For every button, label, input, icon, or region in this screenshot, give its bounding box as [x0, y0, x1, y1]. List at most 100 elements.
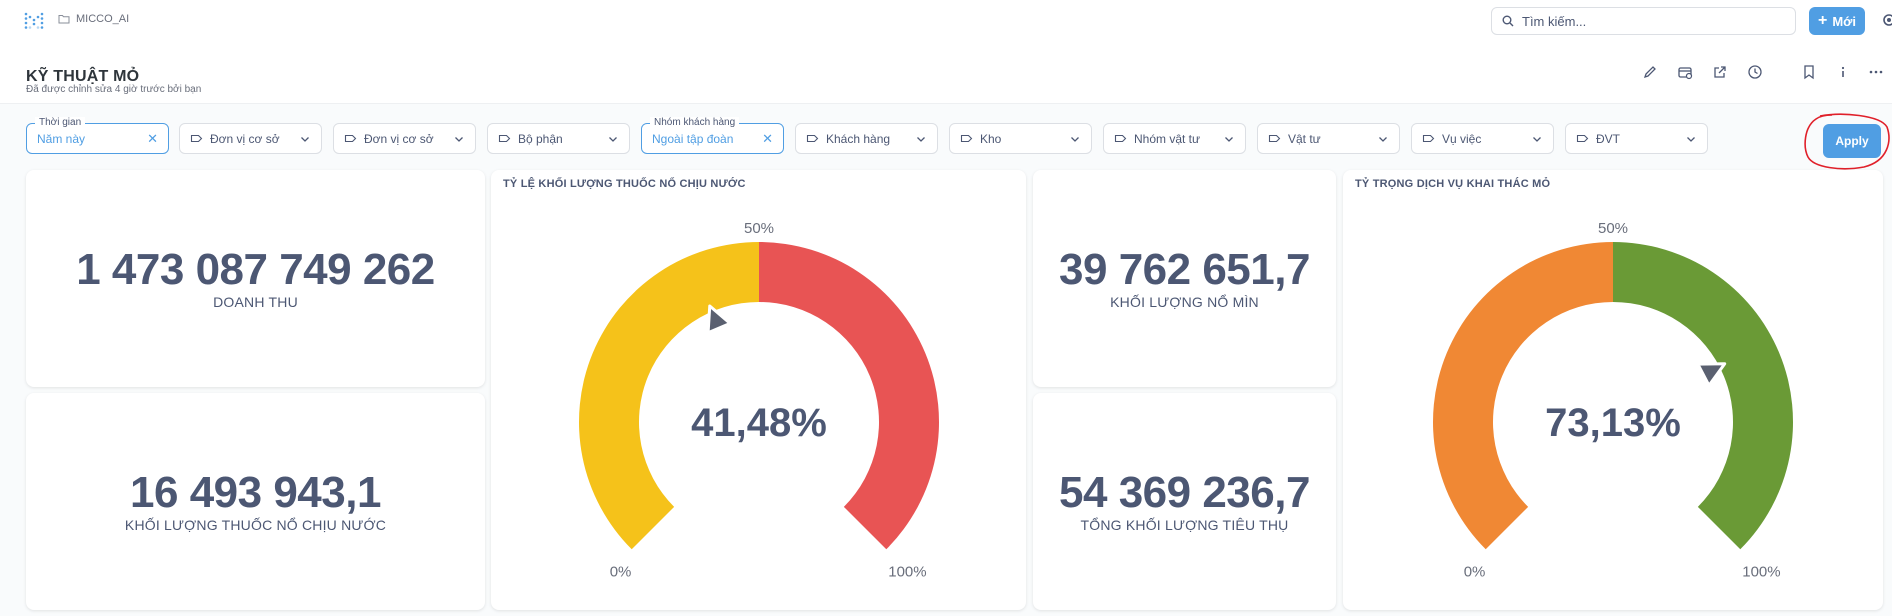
filter-label: Nhóm vật tư [1134, 131, 1201, 146]
filter-label: Kho [980, 131, 1002, 146]
tag-icon [1422, 134, 1435, 143]
gauge-min-label: 0% [1464, 563, 1486, 580]
chevron-down-icon [917, 136, 925, 142]
gauge-segment-low [1433, 242, 1613, 550]
filter-customer[interactable]: Khách hàng [795, 123, 938, 154]
filter-label: Vật tư [1288, 131, 1321, 146]
chevron-down-icon [1533, 136, 1541, 142]
share-icon[interactable] [1710, 62, 1730, 82]
annotation-circle [1804, 113, 1890, 170]
waterproof-ratio-gauge-card[interactable]: 41,48% 50% 0% 100% TỶ LỆ KHỐI LƯỢNG THUỐC N… [491, 170, 1026, 610]
dashboard-title[interactable]: KỸ THUẬT MỎ [26, 68, 140, 85]
gauge-mid-label: 50% [744, 220, 774, 237]
tag-icon [806, 134, 819, 143]
dashboard-header: KỸ THUẬT MỎ Đã được chỉnh sửa 4 giờ trướ… [0, 42, 1892, 104]
clear-filter-icon[interactable]: ✕ [762, 130, 773, 146]
filter-base-unit-1[interactable]: Đơn vị cơ sở [179, 123, 322, 154]
gauge-value: 41,48% [691, 401, 827, 445]
edit-pencil-icon[interactable] [1640, 62, 1660, 82]
total-consumption-value: 54 369 236,7 [1059, 467, 1310, 517]
filter-time-label: Thời gian [35, 117, 86, 128]
filter-warehouse[interactable]: Kho [949, 123, 1092, 154]
blasting-volume-value: 39 762 651,7 [1059, 244, 1310, 294]
total-consumption-label: TỔNG KHỐI LƯỢNG TIÊU THỤ [1080, 516, 1289, 533]
blasting-volume-label: KHỐI LƯỢNG NỔ MÌN [1110, 293, 1259, 310]
gauge-segment-high [759, 242, 940, 550]
filter-customer-group[interactable]: Nhóm khách hàng Ngoài tập đoàn ✕ [641, 117, 784, 154]
filter-material[interactable]: Vật tư [1257, 123, 1400, 154]
filter-customer-group-label: Nhóm khách hàng [650, 117, 740, 128]
waterproof-explosive-card[interactable]: 16 493 943,1 KHỐI LƯỢNG THUỐC NỔ CHỊU NƯ… [26, 393, 485, 610]
filter-label: Bộ phận [518, 131, 563, 146]
mining-service-ratio-gauge-card[interactable]: 73,13% 50% 0% 100% TỶ TRỌNG DỊCH VỤ KHAI TH… [1343, 170, 1883, 610]
gauge-max-label: 100% [1742, 563, 1780, 580]
revenue-label: DOANH THU [213, 293, 298, 310]
search-placeholder: Tìm kiếm... [1522, 13, 1587, 29]
breadcrumb-collection[interactable]: MICCO_AI [76, 13, 130, 25]
apply-button[interactable]: Apply [1823, 124, 1881, 158]
chevron-down-icon [455, 136, 463, 142]
gauge-pointer [706, 304, 732, 335]
filter-label: Đơn vị cơ sở [210, 131, 280, 146]
filter-label: ĐVT [1596, 131, 1620, 146]
filter-base-unit-2[interactable]: Đơn vị cơ sở [333, 123, 476, 154]
bookmark-icon[interactable] [1799, 62, 1819, 82]
tag-icon [190, 134, 203, 143]
gauge-segment-low [579, 242, 759, 550]
gauge-title: TỶ TRỌNG DỊCH VỤ KHAI THÁC MỎ [1355, 178, 1551, 190]
gauge-chart: 41,48% 50% 0% 100% [579, 220, 940, 580]
filter-label: Đơn vị cơ sở [364, 131, 434, 146]
revenue-value: 1 473 087 749 262 [76, 244, 435, 294]
blasting-volume-card[interactable]: 39 762 651,7 KHỐI LƯỢNG NỔ MÌN [1033, 170, 1336, 387]
waterproof-explosive-label: KHỐI LƯỢNG THUỐC NỔ CHỊU NƯỚC [124, 516, 387, 533]
history-clock-icon[interactable] [1745, 62, 1765, 82]
filter-time-value: Năm này [37, 131, 86, 146]
info-icon[interactable] [1833, 62, 1853, 82]
filter-material-group[interactable]: Nhóm vật tư [1103, 123, 1246, 154]
metabase-logo-icon[interactable] [24, 12, 44, 30]
gauge-mid-label: 50% [1598, 220, 1628, 237]
plus-icon: + [1817, 12, 1828, 29]
tag-icon [1576, 134, 1589, 143]
chevron-down-icon [301, 136, 309, 142]
subscription-icon[interactable] [1675, 62, 1695, 82]
tag-icon [498, 134, 511, 143]
chevron-down-icon [1071, 136, 1079, 142]
waterproof-explosive-value: 16 493 943,1 [130, 467, 381, 517]
last-edited-info[interactable]: Đã được chỉnh sửa 4 giờ trước bởi bạn [26, 84, 202, 95]
search-input[interactable]: Tìm kiếm... [1491, 7, 1796, 35]
filter-bar: Thời gian Năm này ✕ Đơn vị cơ sở Đơn vị … [0, 105, 1892, 170]
gauge-segment-high [1613, 242, 1793, 550]
tag-icon [1268, 134, 1281, 143]
gauge-value: 73,13% [1545, 401, 1681, 445]
settings-gear-icon[interactable] [1881, 12, 1892, 28]
filter-label: Vụ việc [1442, 131, 1482, 146]
filter-case[interactable]: Vụ việc [1411, 123, 1554, 154]
gauge-max-label: 100% [888, 563, 926, 580]
chevron-down-icon [1225, 136, 1233, 142]
gauge-min-label: 0% [610, 563, 632, 580]
filter-department[interactable]: Bộ phận [487, 123, 630, 154]
tag-icon [1114, 134, 1127, 143]
folder-icon [58, 15, 70, 24]
gauge-title: TỶ LỆ KHỐI LƯỢNG THUỐC NỔ CHỊU NƯỚC [503, 178, 746, 190]
filter-time[interactable]: Thời gian Năm này ✕ [26, 117, 169, 154]
chevron-down-icon [609, 136, 617, 142]
filter-unit[interactable]: ĐVT [1565, 123, 1708, 154]
breadcrumb[interactable]: MICCO_AI [58, 13, 129, 25]
new-button-label: Mới [1832, 13, 1857, 29]
tag-icon [960, 134, 973, 143]
chevron-down-icon [1379, 136, 1387, 142]
gauge-chart: 73,13% 50% 0% 100% [1433, 220, 1793, 580]
clear-filter-icon[interactable]: ✕ [147, 130, 158, 146]
top-bar: MICCO_AI Tìm kiếm... + Mới [0, 0, 1892, 42]
revenue-card[interactable]: 1 473 087 749 262 DOANH THU [26, 170, 485, 387]
search-icon [1502, 15, 1514, 27]
total-consumption-card[interactable]: 54 369 236,7 TỔNG KHỐI LƯỢNG TIÊU THỤ [1033, 393, 1336, 610]
tag-icon [344, 134, 357, 143]
chevron-down-icon [1687, 136, 1695, 142]
new-button[interactable]: + Mới [1809, 7, 1865, 35]
gauge-pointer [1696, 362, 1727, 387]
filter-label: Khách hàng [826, 131, 891, 146]
more-options-icon[interactable] [1866, 62, 1886, 82]
